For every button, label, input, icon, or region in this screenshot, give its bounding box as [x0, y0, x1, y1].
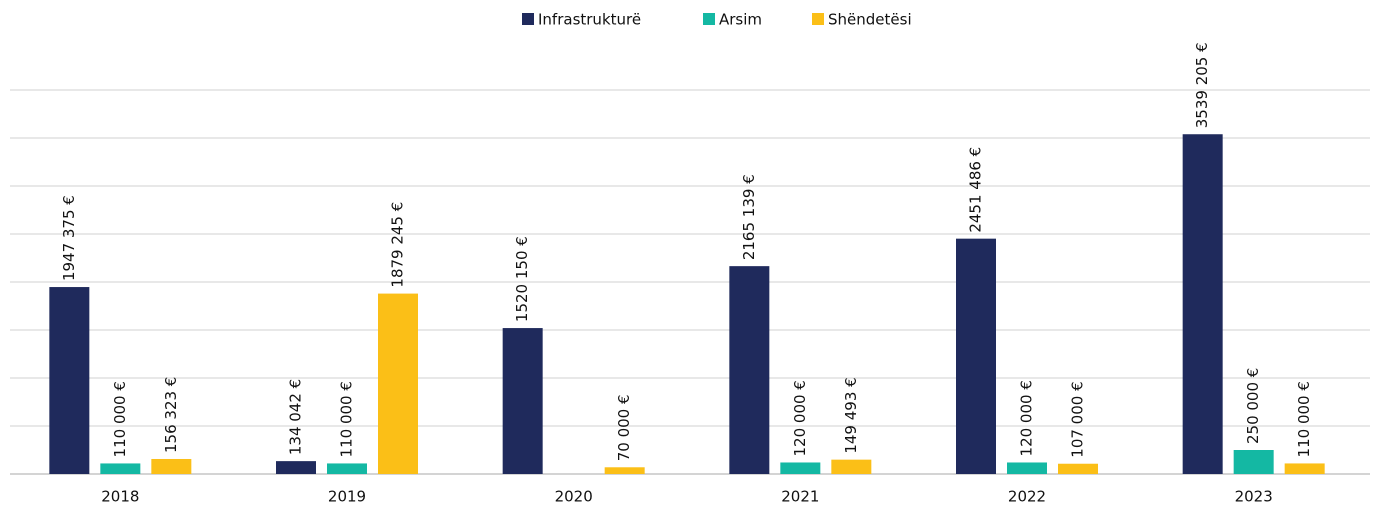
- data-label: 156 323 €: [162, 377, 180, 453]
- data-label: 134 042 €: [287, 379, 305, 455]
- x-tick-label: 2020: [555, 488, 593, 506]
- data-label: 2451 486 €: [967, 147, 985, 233]
- data-label: 120 000 €: [791, 380, 809, 456]
- bar: [729, 266, 770, 474]
- legend-label: Arsim: [719, 11, 762, 29]
- data-label: 1520 150 €: [513, 236, 531, 322]
- data-label: 110 000 €: [111, 381, 129, 457]
- data-label: 1947 375 €: [60, 195, 78, 281]
- x-tick-label: 2023: [1235, 488, 1273, 506]
- x-tick-label: 2021: [781, 488, 819, 506]
- bar: [1233, 450, 1274, 474]
- legend-swatch: [703, 13, 715, 25]
- bar: [327, 463, 367, 474]
- data-label: 110 000 €: [338, 381, 356, 457]
- bar: [780, 462, 821, 474]
- bar: [1007, 462, 1047, 474]
- data-label: 2165 139 €: [740, 174, 758, 260]
- data-label: 1879 245 €: [389, 202, 407, 288]
- legend-label: Shëndetësi: [828, 11, 912, 29]
- x-tick-label: 2022: [1008, 488, 1046, 506]
- bar: [100, 463, 141, 474]
- bar: [276, 461, 316, 474]
- x-tick-label: 2019: [328, 488, 366, 506]
- bar: [1284, 463, 1325, 474]
- bar: [831, 459, 872, 474]
- x-tick-label: 2018: [101, 488, 139, 506]
- data-label: 3539 205 €: [1193, 42, 1211, 128]
- bar: [604, 467, 645, 474]
- bar: [956, 238, 996, 474]
- legend-swatch: [522, 13, 534, 25]
- bar: [151, 458, 192, 474]
- bar: [1058, 463, 1098, 474]
- data-label: 149 493 €: [842, 377, 860, 453]
- data-label: 70 000 €: [615, 394, 633, 461]
- data-label: 120 000 €: [1018, 380, 1036, 456]
- legend-label: Infrastrukturë: [538, 11, 641, 29]
- data-label: 250 000 €: [1244, 368, 1262, 444]
- bar: [502, 328, 543, 474]
- data-label: 110 000 €: [1295, 381, 1313, 457]
- bar: [1182, 134, 1223, 474]
- bar: [49, 287, 90, 474]
- legend-swatch: [812, 13, 824, 25]
- data-label: 107 000 €: [1069, 381, 1087, 457]
- bar: [378, 293, 418, 474]
